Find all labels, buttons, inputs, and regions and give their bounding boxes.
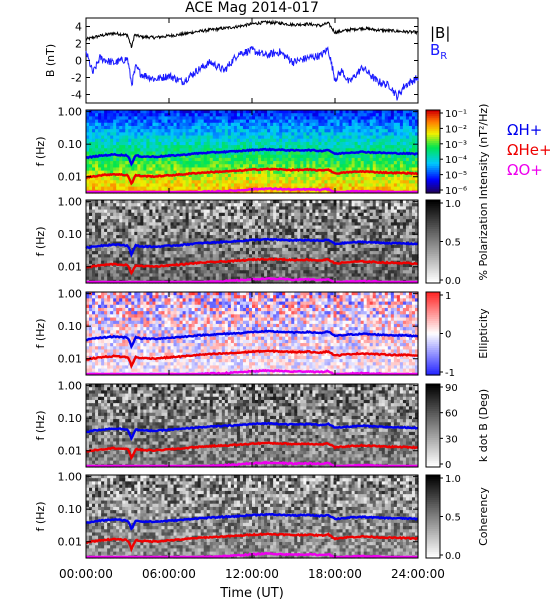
x-tick-label: 00:00:00 (59, 567, 113, 581)
y-tick-label: 1.00 (58, 288, 83, 301)
legend-b-total: |B| (430, 24, 450, 42)
colorbar-1 (425, 109, 443, 194)
colorbar-5 (425, 474, 443, 559)
colorbar-3 (425, 291, 443, 376)
y-tick-label: 0.01 (58, 353, 83, 366)
x-axis-label: Time (UT) (219, 586, 284, 600)
colorbar-4 (425, 383, 443, 468)
colorbar-label: Intensity (nT²/Hz) (477, 104, 490, 200)
y-tick-label: 0.10 (58, 320, 83, 333)
gyrofrequency-line-he-plus (85, 532, 419, 553)
spectrogram-panel-2 (86, 200, 419, 284)
y-tick-label: -2 (71, 72, 82, 85)
colorbar-tick-label: 60 (445, 409, 458, 420)
gyrofrequency-line-h-plus (85, 237, 419, 258)
legend-he-plus: ΩHe+ (507, 141, 550, 159)
y-tick-label: 1.00 (58, 471, 83, 484)
colorbar-label: k dot B (Deg) (477, 389, 490, 462)
y-tick-label: 0.01 (58, 261, 83, 274)
colorbar-tick-label: 10⁻³ (445, 140, 467, 151)
colorbar-tick-label: 10⁻⁵ (445, 171, 467, 182)
x-tick-label: 24:00:00 (391, 567, 445, 581)
y-axis-label: f (Hz) (34, 411, 47, 441)
y-tick-label: 2 (75, 38, 82, 51)
spectrogram-panel-3 (86, 292, 419, 376)
colorbar-tick-label: 10⁻⁴ (445, 155, 467, 166)
panel-b-frame (85, 17, 419, 104)
spectrogram-panel-1 (86, 110, 419, 194)
x-tick-label: 18:00:00 (308, 567, 362, 581)
gyrofrequency-line-h-plus (85, 329, 418, 350)
y-tick-label: 4 (75, 21, 82, 34)
y-axis-label: f (Hz) (34, 319, 47, 349)
colorbar-2 (425, 199, 443, 284)
gyrofrequency-line-he-plus (85, 441, 419, 461)
gyrofrequency-line-h-plus (85, 421, 419, 442)
x-tick-label: 12:00:00 (225, 567, 279, 581)
colorbar-tick-label: -1 (445, 368, 455, 379)
y-tick-label: 1.00 (58, 106, 83, 119)
colorbar-tick-label: 0 (445, 460, 451, 471)
legend-h-plus: ΩH+ (507, 121, 542, 139)
legend-b-r: BR (430, 41, 447, 62)
colorbar-tick-label: 1.0 (445, 474, 461, 485)
colorbar-tick-label: 0.0 (445, 551, 461, 562)
y-tick-label: 0.01 (58, 445, 83, 458)
colorbar-tick-label: 0.5 (445, 513, 461, 524)
colorbar-label: Coherency (477, 487, 490, 546)
y-tick-label: 0.10 (58, 503, 83, 516)
y-tick-label: 1.00 (58, 196, 83, 209)
legend-o-plus: ΩO+ (507, 161, 543, 179)
gyrofrequency-line-h-plus (85, 512, 418, 531)
colorbar-tick-label: 10⁻¹ (445, 109, 467, 120)
y-axis-label: B (nT) (44, 44, 57, 77)
y-tick-label: 0.10 (58, 138, 83, 151)
colorbar-tick-label: 1 (445, 291, 451, 302)
colorbar-label: Ellipticity (477, 308, 490, 359)
y-tick-label: 0.10 (58, 412, 83, 425)
x-tick-label: 06:00:00 (142, 567, 196, 581)
colorbar-tick-label: 1.0 (445, 199, 461, 210)
y-tick-label: 0.01 (58, 536, 83, 549)
y-axis-label: f (Hz) (34, 227, 47, 257)
y-tick-label: -4 (71, 89, 82, 102)
colorbar-tick-label: 0.5 (445, 238, 461, 249)
gyrofrequency-line-h-plus (85, 147, 419, 167)
colorbar-tick-label: 10⁻² (445, 124, 467, 135)
colorbar-tick-label: 30 (445, 434, 458, 445)
y-tick-label: 0 (75, 55, 82, 68)
y-axis-label: f (Hz) (34, 137, 47, 167)
spectrogram-panel-5 (86, 475, 419, 559)
series-line-b-r (85, 45, 419, 101)
colorbar-tick-label: 10⁻⁶ (445, 186, 467, 197)
y-tick-label: 0.10 (58, 228, 83, 241)
colorbar-label: % Polarization (477, 203, 490, 281)
gyrofrequency-line-he-plus (85, 167, 419, 186)
gyrofrequency-line-he-plus (85, 349, 419, 370)
figure-title: ACE Mag 2014-017 (185, 0, 319, 16)
colorbar-tick-label: 0.0 (445, 276, 461, 287)
colorbar-tick-label: 90 (445, 383, 458, 394)
gyrofrequency-line-he-plus (85, 257, 419, 276)
colorbar-tick-label: 0 (445, 330, 451, 341)
y-tick-label: 0.01 (58, 171, 83, 184)
y-tick-label: 1.00 (58, 380, 83, 393)
y-axis-label: f (Hz) (34, 502, 47, 532)
